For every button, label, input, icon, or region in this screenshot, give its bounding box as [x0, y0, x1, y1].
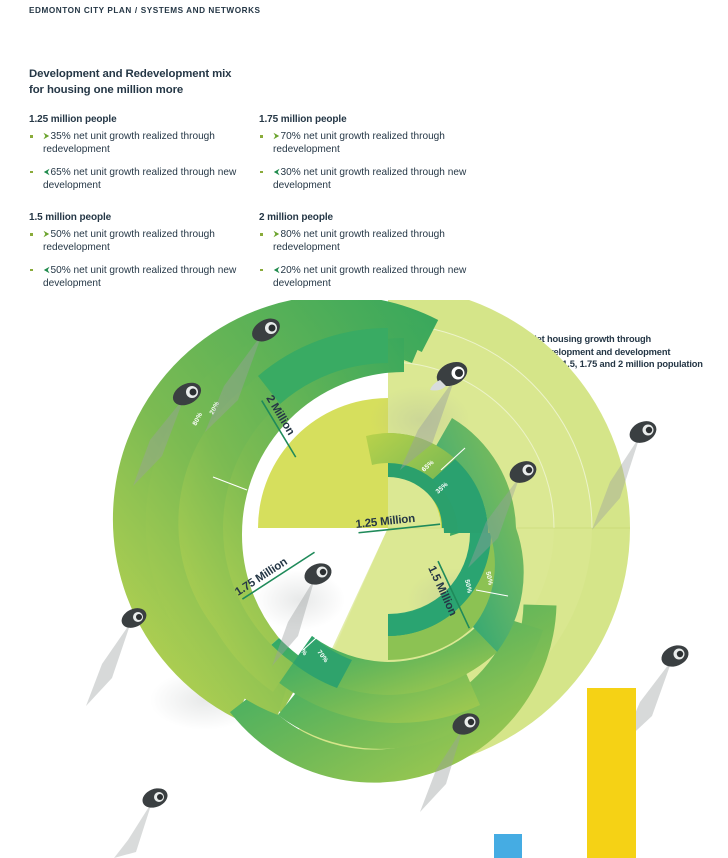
legend-value: 80% [280, 229, 301, 240]
arrow-left-icon [43, 168, 50, 176]
list-item: 50% net unit growth realized through new… [29, 264, 259, 291]
legend-value: 70% [280, 131, 301, 142]
legend-heading: 1.5 million people [29, 212, 112, 223]
list-item: 50% net unit growth realized through red… [29, 228, 259, 255]
bullet-dot-icon [30, 268, 33, 272]
breadcrumb-separator: / [134, 6, 138, 15]
page-title-line1: Development and Redevelopment mix [29, 68, 232, 80]
page-title: Development and Redevelopment mix for ho… [29, 67, 232, 98]
legend-text: net unit growth realized through new dev… [273, 166, 467, 192]
list-item: 65% net unit growth realized through new… [29, 166, 259, 193]
bullet-dot-icon [30, 135, 33, 138]
arrow-left-icon [273, 168, 280, 176]
bullet-dot-icon [30, 233, 33, 236]
legend-block-15m: 1.5 million people 50% net unit growth r… [29, 212, 259, 300]
arrow-left-icon [273, 266, 280, 274]
decorative-yellow-bar [587, 688, 636, 858]
list-item: 20% net unit growth realized through new… [259, 264, 489, 291]
spiral-canonical [187, 328, 524, 695]
list-item: 35% net unit growth realized through red… [29, 130, 259, 157]
legend-value: 35% [50, 131, 71, 142]
legend-value: 30% [280, 166, 301, 178]
breadcrumb-left: EDMONTON CITY PLAN [29, 6, 132, 15]
arrow-right-icon [43, 230, 50, 238]
legend-text: net unit growth realized through redevel… [43, 131, 215, 156]
legend-block-175m: 1.75 million people 70% net unit growth … [259, 114, 489, 202]
legend-value: 50% [50, 229, 71, 240]
chart-caption-line1: Net housing growth through [530, 334, 652, 344]
legend-heading: 1.25 million people [29, 114, 117, 125]
bullet-dot-icon [30, 170, 33, 174]
legend-text: net unit growth realized through redevel… [273, 229, 445, 254]
page-title-line2: for housing one million more [29, 83, 184, 96]
chart-caption-line3: 1.25, 1.5, 1.75 and 2 million population [539, 359, 703, 370]
legend-text: net unit growth realized through redevel… [273, 131, 445, 156]
spiral-chart: 1.25 Million 1.5 Million 1.75 Million 2 … [0, 300, 728, 858]
bullet-dot-icon [260, 268, 263, 272]
legend-text: net unit growth realized through redevel… [43, 229, 215, 254]
spiral-chart-bands [113, 300, 439, 719]
breadcrumb: EDMONTON CITY PLAN / SYSTEMS AND NETWORKS [29, 6, 261, 15]
legend-block-2m: 2 million people 80% net unit growth rea… [259, 212, 489, 300]
arrow-right-icon [273, 230, 280, 238]
list-item: 70% net unit growth realized through red… [259, 130, 489, 157]
bullet-dot-icon [260, 135, 263, 138]
legend-text: net unit growth realized through new dev… [273, 264, 467, 290]
arrow-right-icon [273, 132, 280, 140]
legend-block-125m: 1.25 million people 35% net unit growth … [29, 114, 259, 202]
legend-value: 50% [50, 264, 71, 276]
list-item: 80% net unit growth realized through red… [259, 228, 489, 255]
bullet-dot-icon [260, 170, 263, 174]
decorative-blue-square [494, 834, 522, 858]
legend-heading: 2 million people [259, 212, 333, 223]
bullet-dot-icon [260, 233, 263, 236]
breadcrumb-right: SYSTEMS AND NETWORKS [140, 6, 261, 15]
pct-15-outer: 50% [484, 571, 494, 586]
arrow-right-icon [43, 132, 50, 140]
legend-heading: 1.75 million people [259, 114, 347, 125]
legend-value: 65% [50, 166, 71, 178]
chart-caption-line2: development and development [537, 346, 671, 357]
legend-text: net unit growth realized through new dev… [43, 166, 237, 192]
arrow-left-icon [43, 266, 50, 274]
pct-15-inner: 50% [463, 579, 473, 594]
legend-value: 20% [280, 264, 301, 276]
list-item: 30% net unit growth realized through new… [259, 166, 489, 193]
legend-text: net unit growth realized through new dev… [43, 264, 237, 290]
